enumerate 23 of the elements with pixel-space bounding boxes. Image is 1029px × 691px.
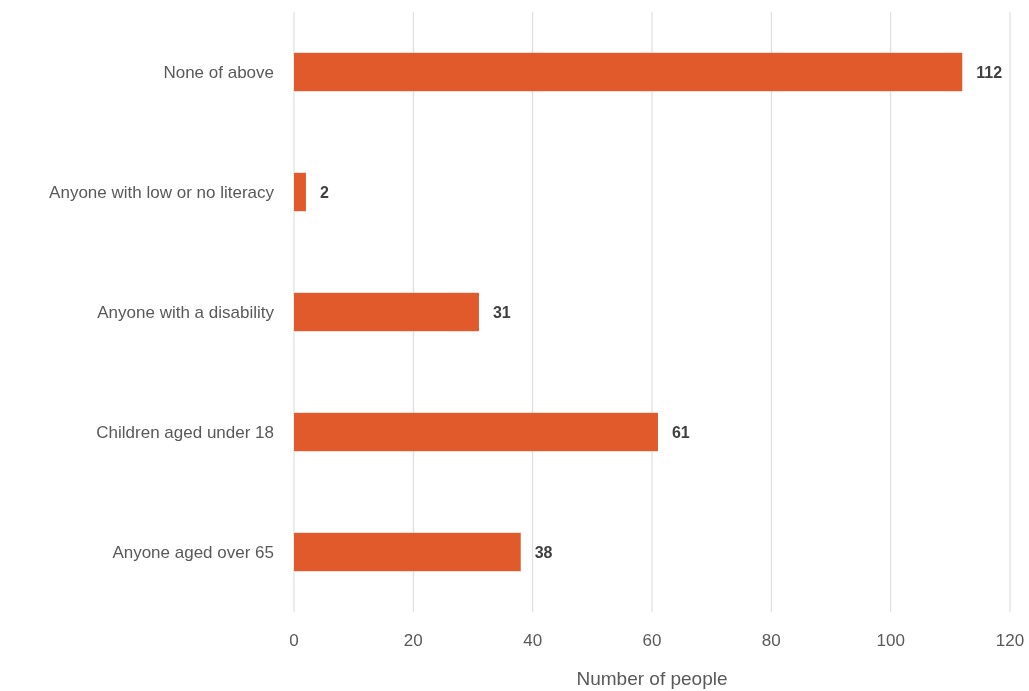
- data-label: 112: [976, 63, 1003, 81]
- y-tick-label: Anyone with low or no literacy: [49, 182, 275, 202]
- y-tick-label: None of above: [163, 62, 274, 82]
- data-label: 61: [671, 423, 690, 441]
- x-tick-label: 20: [403, 631, 423, 650]
- bar: [294, 172, 306, 212]
- x-tick-label: 60: [642, 631, 662, 650]
- bar: [294, 52, 963, 92]
- data-label: 31: [492, 303, 511, 321]
- bar: [294, 532, 521, 572]
- y-tick-label: Anyone aged over 65: [112, 542, 274, 562]
- bar: [294, 292, 479, 332]
- x-axis-title: Number of people: [576, 668, 728, 689]
- x-tick-label: 80: [761, 631, 781, 650]
- y-tick-label: Children aged under 18: [96, 422, 274, 442]
- x-tick-label: 100: [876, 631, 905, 650]
- data-label: 38: [534, 543, 553, 561]
- bar: [294, 412, 658, 452]
- y-tick-label: Anyone with a disability: [97, 302, 275, 322]
- data-label: 2: [319, 183, 329, 201]
- x-tick-label: 120: [995, 631, 1025, 650]
- x-tick-label: 0: [289, 631, 299, 650]
- x-tick-label: 40: [523, 631, 543, 650]
